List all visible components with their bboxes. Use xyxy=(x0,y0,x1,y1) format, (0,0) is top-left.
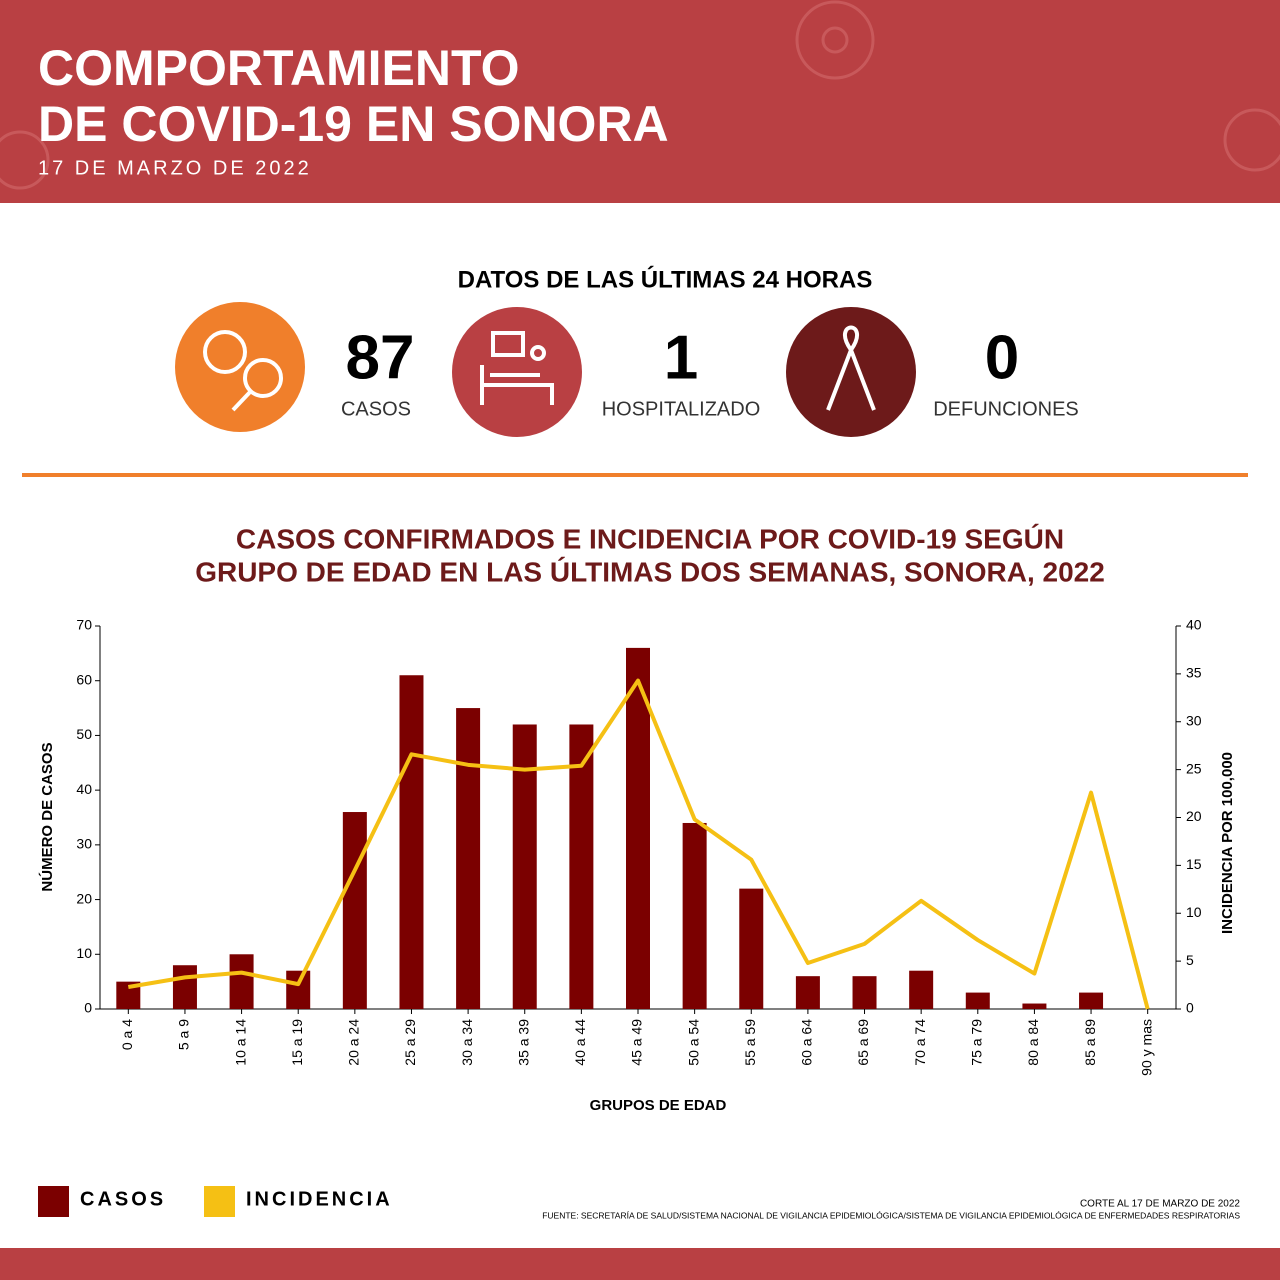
bar xyxy=(286,970,311,1009)
y-tick-label: 20 xyxy=(76,890,92,906)
y2-tick-label: 0 xyxy=(1186,1000,1194,1016)
bar xyxy=(909,970,934,1009)
ribbon-glyph xyxy=(826,325,876,411)
chart-title: GRUPO DE EDAD EN LAS ÚLTIMAS DOS SEMANAS… xyxy=(195,556,1105,587)
y-tick-label: 60 xyxy=(76,671,92,687)
stat-label: HOSPITALIZADO xyxy=(602,398,761,420)
legend-swatch xyxy=(38,1186,69,1217)
x-tick-label: 30 a 34 xyxy=(459,1019,475,1066)
bar xyxy=(739,888,764,1009)
x-tick-label: 75 a 79 xyxy=(968,1019,984,1066)
footer-band xyxy=(0,1248,1280,1280)
stat-label: DEFUNCIONES xyxy=(933,398,1079,420)
y2-axis-label: INCIDENCIA POR 100,000 xyxy=(1219,752,1236,934)
x-tick-label: 45 a 49 xyxy=(629,1019,645,1066)
x-tick-label: 90 y mas xyxy=(1138,1019,1154,1076)
chart-title: CASOS CONFIRMADOS E INCIDENCIA POR COVID… xyxy=(236,523,1064,554)
header-title: DE COVID-19 EN SONORA xyxy=(38,96,669,152)
bar xyxy=(965,992,990,1009)
x-axis-label: GRUPOS DE EDAD xyxy=(590,1097,727,1114)
header-date: 17 DE MARZO DE 2022 xyxy=(38,157,312,179)
legend-label: CASOS xyxy=(80,1188,166,1210)
x-tick-label: 55 a 59 xyxy=(742,1019,758,1066)
bar xyxy=(229,954,254,1009)
bar xyxy=(456,708,481,1009)
x-tick-label: 10 a 14 xyxy=(232,1019,248,1066)
bar xyxy=(852,976,877,1009)
line xyxy=(127,678,1150,1010)
footer-source: FUENTE: SECRETARÍA DE SALUD/SISTEMA NACI… xyxy=(542,1210,1240,1220)
y2-tick-label: 20 xyxy=(1186,808,1202,824)
x-tick-label: 0 a 4 xyxy=(119,1019,135,1050)
x-tick-label: 65 a 69 xyxy=(855,1019,871,1066)
y2-tick-label: 10 xyxy=(1186,904,1202,920)
bar xyxy=(795,976,820,1009)
x-tick-label: 60 a 64 xyxy=(799,1019,815,1066)
stat-value: 0 xyxy=(985,323,1019,392)
y-tick-label: 70 xyxy=(76,617,92,633)
y-tick-label: 10 xyxy=(76,945,92,961)
bar xyxy=(626,647,650,1009)
header-band xyxy=(0,0,1280,203)
y2-tick-label: 25 xyxy=(1186,760,1202,776)
y2-tick-label: 5 xyxy=(1186,952,1194,968)
x-tick-label: 35 a 39 xyxy=(515,1019,531,1066)
stat-value: 87 xyxy=(346,323,415,392)
footer-cutoff: CORTE AL 17 DE MARZO DE 2022 xyxy=(1080,1199,1240,1210)
y-tick-label: 30 xyxy=(76,836,92,852)
hospital-icon xyxy=(452,307,582,437)
cases-icon-glyph xyxy=(203,330,283,412)
bar xyxy=(682,822,707,1009)
y-axis-label: NÚMERO DE CASOS xyxy=(38,742,56,891)
header-title: COMPORTAMIENTO xyxy=(38,40,519,96)
legend-swatch xyxy=(204,1186,235,1217)
legend-label: INCIDENCIA xyxy=(246,1188,393,1210)
x-tick-label: 5 a 9 xyxy=(176,1019,192,1050)
y-tick-label: 50 xyxy=(76,726,92,742)
x-tick-label: 50 a 54 xyxy=(685,1019,701,1066)
bar xyxy=(399,675,424,1009)
deaths-icon xyxy=(786,307,916,437)
x-tick-label: 20 a 24 xyxy=(346,1019,362,1066)
x-tick-label: 70 a 74 xyxy=(912,1019,928,1066)
y2-tick-label: 35 xyxy=(1186,665,1202,681)
y2-tick-label: 30 xyxy=(1186,712,1202,728)
stat-value: 1 xyxy=(664,323,698,392)
bar xyxy=(512,724,537,1009)
x-tick-label: 85 a 89 xyxy=(1082,1019,1098,1066)
x-tick-label: 80 a 84 xyxy=(1025,1019,1041,1066)
virus-decoration xyxy=(0,0,1280,190)
bar xyxy=(1022,1003,1047,1009)
x-tick-label: 25 a 29 xyxy=(402,1019,418,1066)
bar xyxy=(172,965,197,1009)
summary-heading: DATOS DE LAS ÚLTIMAS 24 HORAS xyxy=(458,265,873,293)
y2-tick-label: 40 xyxy=(1186,617,1202,633)
x-tick-label: 40 a 44 xyxy=(572,1019,588,1066)
hospital-icon-glyph xyxy=(480,331,554,405)
x-tick-label: 15 a 19 xyxy=(289,1019,305,1066)
bar xyxy=(342,812,367,1009)
y-tick-label: 40 xyxy=(76,781,92,797)
y2-tick-label: 15 xyxy=(1186,856,1202,872)
bar xyxy=(1079,992,1104,1009)
bar xyxy=(569,724,594,1009)
stat-label: CASOS xyxy=(341,398,411,420)
y-tick-label: 0 xyxy=(84,1000,92,1016)
